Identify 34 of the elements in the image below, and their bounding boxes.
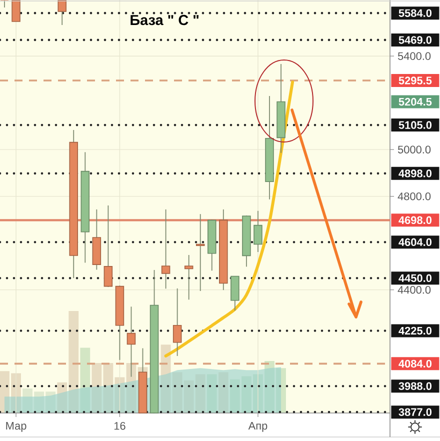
candlestick	[161, 208, 170, 290]
candlestick	[12, 0, 20, 22]
ref-line-label: 5584.0	[398, 9, 432, 17]
candlestick	[254, 210, 262, 252]
candlestick	[184, 254, 194, 300]
ref-line-label: 4698.0	[398, 216, 432, 224]
ref-line-label: 4450.0	[398, 274, 432, 282]
y-tick-label: 4800.0	[398, 192, 431, 200]
y-tick-label: 4400.0	[398, 286, 431, 294]
ref-line-label: 5469.0	[398, 36, 432, 44]
candlestick	[196, 214, 205, 292]
candlestick	[58, 0, 66, 26]
candlestick	[172, 288, 182, 356]
x-tick-label: Апр	[248, 422, 268, 432]
ref-line-label: 4898.0	[398, 170, 432, 178]
bar	[218, 372, 228, 413]
bar	[206, 374, 217, 413]
ref-line-label: 4604.0	[398, 238, 432, 246]
x-tick-label: Мар	[6, 422, 26, 432]
candlestick	[104, 204, 113, 288]
line-series	[164, 80, 294, 358]
text: 5204.5	[398, 98, 432, 106]
ref-line-label: 4225.0	[398, 326, 432, 335]
y-tick-label: 5000.0	[398, 146, 431, 154]
bar	[126, 363, 136, 413]
ref-line-label: 3988.0	[398, 382, 432, 390]
ref-line-label: 5105.0	[398, 121, 432, 129]
y-tick-label: 5400.0	[398, 52, 431, 60]
bar	[80, 348, 90, 413]
x-tick-label: 16	[114, 422, 126, 430]
ref-line-label: 3877.0	[398, 408, 432, 416]
text: База " С "	[130, 14, 199, 26]
ref-line-label: 5295.5	[398, 76, 432, 84]
ref-line-label: 4084.0	[398, 360, 432, 368]
